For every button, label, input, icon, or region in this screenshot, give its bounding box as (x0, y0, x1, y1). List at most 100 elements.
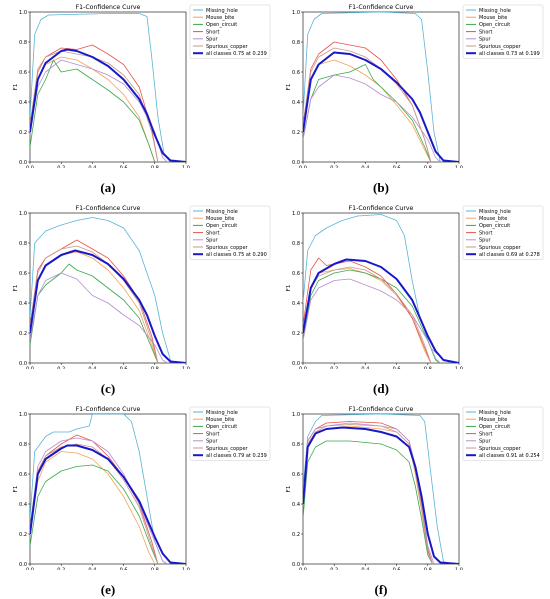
y-tick-label: 0.4 (292, 301, 300, 307)
y-tick-label: 0.8 (292, 241, 300, 247)
series-line-mouse-bite (30, 451, 156, 564)
series-line-all-classes (303, 426, 459, 564)
y-tick-label: 0.6 (292, 70, 300, 76)
legend-box (462, 205, 544, 260)
legend-entry: Missing_hole (206, 209, 238, 215)
legend-entry: Short (479, 431, 492, 437)
f1-panel-e: F1-Confidence Curve 0.0 0.2 0.4 0.6 0.8 1.0 0.0… (13, 406, 271, 571)
x-tick-label: 1.0 (455, 166, 463, 169)
x-tick-label: 0.4 (88, 367, 96, 370)
series-line-open-circuit (303, 64, 432, 162)
x-tick-label: 0.0 (299, 367, 307, 370)
series-line-spur (30, 272, 168, 363)
legend-entry: Spur (206, 439, 219, 445)
legend-box (189, 4, 271, 59)
series-line-open-circuit (30, 263, 159, 363)
x-tick-label: 1.0 (182, 166, 190, 169)
legend-entry: Spur (479, 439, 492, 445)
y-axis-label: F1 (286, 84, 292, 91)
x-tick-label: 0.8 (424, 367, 432, 370)
legend-entry: Short (206, 29, 219, 35)
f1-panel-b: F1-Confidence Curve 0.0 0.2 0.4 0.6 0.8 1.0 0.0… (286, 4, 544, 169)
series-line-open-circuit (30, 59, 156, 162)
legend-entry: Mouse_bite (479, 216, 507, 222)
legend-entry: Spur (206, 238, 219, 244)
y-tick-label: 0.6 (19, 472, 27, 478)
x-tick-label: 0.6 (393, 166, 401, 169)
legend-box (189, 205, 271, 260)
legend-entry: Missing_hole (206, 8, 238, 14)
series-line-missing-hole (303, 12, 441, 162)
legend-entry-all-classes: all classes 0.79 at 0.239 (206, 453, 267, 459)
legend-entry: Spurious_copper (479, 44, 522, 50)
x-tick-label: 0.2 (330, 166, 338, 169)
f1-panel-f: F1-Confidence Curve 0.0 0.2 0.4 0.6 0.8 1.0 0.0… (286, 406, 544, 571)
y-tick-label: 0.8 (292, 442, 300, 448)
y-axis-label: F1 (286, 285, 292, 292)
chart-title: F1-Confidence Curve (349, 4, 414, 11)
legend-entry-all-classes: all classes 0.91 at 0.254 (479, 453, 540, 459)
y-tick-label: 0.6 (19, 271, 27, 277)
x-tick-label: 1.0 (182, 568, 190, 571)
chart-title: F1-Confidence Curve (76, 205, 141, 212)
x-tick-label: 0.2 (330, 367, 338, 370)
legend-entry: Open_circuit (206, 22, 237, 28)
legend-entry: Missing_hole (479, 8, 511, 14)
legend-entry-all-classes: all classes 0.75 at 0.290 (206, 252, 267, 258)
legend-entry: Mouse_bite (479, 15, 507, 21)
x-tick-label: 0.6 (120, 367, 128, 370)
x-tick-label: 1.0 (182, 367, 190, 370)
x-tick-label: 0.0 (26, 568, 34, 571)
series-line-missing-hole (303, 414, 447, 564)
y-tick-label: 0.2 (292, 331, 300, 337)
y-tick-label: 1.0 (19, 211, 27, 217)
x-tick-label: 1.0 (455, 568, 463, 571)
y-tick-label: 0.2 (19, 130, 27, 136)
x-tick-label: 0.0 (26, 166, 34, 169)
axes-frame (29, 11, 187, 163)
y-tick-label: 0.6 (19, 70, 27, 76)
x-tick-label: 1.0 (455, 367, 463, 370)
legend-box (462, 406, 544, 461)
legend-entry: Spur (206, 37, 219, 43)
axes-frame (29, 413, 187, 565)
legend-entry: Spurious_copper (479, 245, 522, 251)
panel-caption: (f) (374, 582, 388, 597)
y-tick-label: 0.4 (292, 100, 300, 106)
x-tick-label: 0.6 (120, 568, 128, 571)
y-tick-label: 0.0 (19, 361, 27, 367)
legend-entry: Missing_hole (479, 410, 511, 416)
y-tick-label: 0.6 (292, 271, 300, 277)
x-tick-label: 0.2 (57, 367, 65, 370)
x-tick-label: 0.2 (330, 568, 338, 571)
series-line-missing-hole (30, 13, 171, 162)
legend-entry-all-classes: all classes 0.73 at 0.199 (479, 51, 540, 57)
legend-entry: Mouse_bite (206, 216, 234, 222)
y-tick-label: 0.8 (19, 241, 27, 247)
y-tick-label: 0.4 (292, 502, 300, 508)
y-tick-label: 1.0 (292, 10, 300, 16)
y-tick-label: 0.6 (292, 472, 300, 478)
legend-entry: Missing_hole (206, 410, 238, 416)
legend-entry: Spurious_copper (206, 245, 249, 251)
y-tick-label: 0.0 (19, 160, 27, 166)
y-tick-label: 0.8 (19, 442, 27, 448)
y-tick-label: 0.0 (19, 562, 27, 568)
chart-title: F1-Confidence Curve (76, 4, 141, 11)
x-tick-label: 0.6 (393, 568, 401, 571)
y-tick-label: 0.0 (292, 361, 300, 367)
y-axis-label: F1 (286, 486, 292, 493)
x-tick-label: 0.0 (299, 568, 307, 571)
legend-entry: Spur (479, 37, 492, 43)
y-tick-label: 1.0 (292, 211, 300, 217)
x-tick-label: 0.8 (151, 166, 159, 169)
y-axis-label: F1 (13, 84, 19, 91)
legend-entry: Open_circuit (479, 223, 510, 229)
legend-entry: Short (479, 230, 492, 236)
series-line-short (30, 44, 159, 162)
legend-entry-all-classes: all classes 0.69 at 0.278 (479, 252, 540, 258)
series-line-all-classes (30, 249, 186, 363)
series-line-spur (303, 74, 441, 162)
series-line-spurious-copper (303, 47, 432, 162)
axes-frame (302, 212, 460, 364)
